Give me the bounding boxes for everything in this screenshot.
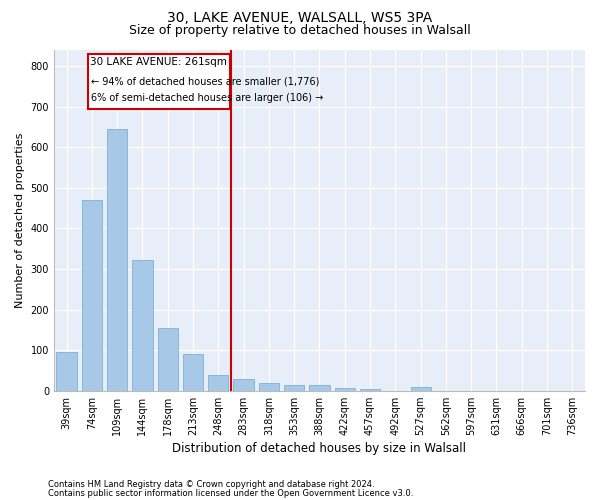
FancyBboxPatch shape bbox=[88, 54, 230, 109]
Bar bbox=[56, 352, 77, 391]
Bar bbox=[208, 376, 229, 390]
Bar bbox=[233, 380, 254, 390]
Bar bbox=[82, 200, 102, 390]
Bar bbox=[284, 385, 304, 390]
Bar bbox=[310, 385, 329, 390]
Bar bbox=[107, 129, 127, 390]
Text: Contains HM Land Registry data © Crown copyright and database right 2024.: Contains HM Land Registry data © Crown c… bbox=[48, 480, 374, 489]
Bar bbox=[335, 388, 355, 390]
Bar bbox=[360, 388, 380, 390]
Bar bbox=[259, 384, 279, 390]
Text: 30 LAKE AVENUE: 261sqm: 30 LAKE AVENUE: 261sqm bbox=[91, 58, 227, 68]
Text: Size of property relative to detached houses in Walsall: Size of property relative to detached ho… bbox=[129, 24, 471, 37]
Text: 6% of semi-detached houses are larger (106) →: 6% of semi-detached houses are larger (1… bbox=[91, 94, 323, 104]
Text: ← 94% of detached houses are smaller (1,776): ← 94% of detached houses are smaller (1,… bbox=[91, 76, 319, 86]
Text: 30, LAKE AVENUE, WALSALL, WS5 3PA: 30, LAKE AVENUE, WALSALL, WS5 3PA bbox=[167, 11, 433, 25]
X-axis label: Distribution of detached houses by size in Walsall: Distribution of detached houses by size … bbox=[172, 442, 466, 455]
Y-axis label: Number of detached properties: Number of detached properties bbox=[15, 132, 25, 308]
Bar bbox=[410, 388, 431, 390]
Bar bbox=[158, 328, 178, 390]
Bar bbox=[133, 260, 152, 390]
Text: Contains public sector information licensed under the Open Government Licence v3: Contains public sector information licen… bbox=[48, 488, 413, 498]
Bar bbox=[183, 354, 203, 391]
